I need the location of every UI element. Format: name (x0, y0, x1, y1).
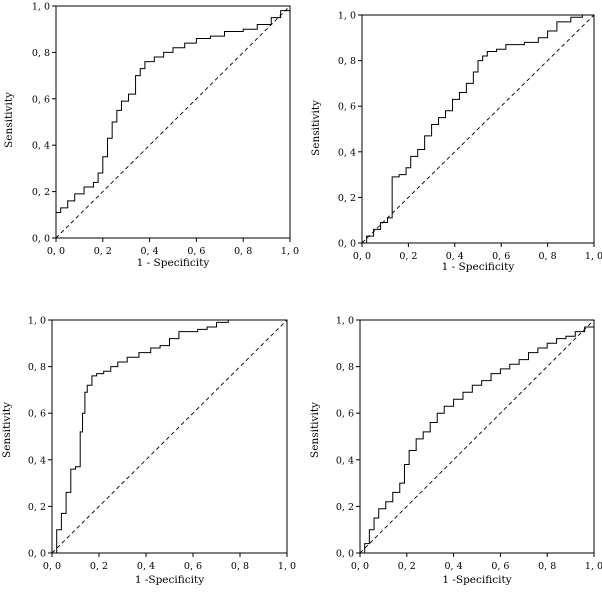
y-tick-label: 0, 8 (338, 56, 356, 67)
x-tick-label: 0, 8 (539, 251, 557, 262)
x-tick-label: 0, 4 (137, 561, 155, 572)
y-tick-label: 0, 8 (28, 362, 46, 373)
y-tick-label: 0, 0 (28, 549, 46, 560)
x-tick-label: 0, 4 (141, 246, 159, 257)
y-tick-label: 0, 4 (32, 141, 50, 152)
y-axis-label: Sensitivity (310, 100, 322, 156)
x-tick-label: 1, 0 (278, 561, 296, 572)
roc-chart-2: 0, 0 0, 2 0, 4 0, 6 0, 8 1, 0 0, 0 0, 2 0, 4 0, 6… (310, 11, 602, 274)
y-tick-label: 0, 6 (32, 94, 50, 105)
plot-frame (51, 319, 288, 554)
x-tick-label: 0, 6 (492, 251, 510, 262)
y-tick-label: 0, 8 (32, 48, 50, 59)
x-axis-label: 1 -Specificity (442, 574, 511, 586)
x-tick-label: 0, 0 (47, 246, 65, 257)
reference-diagonal-line (51, 319, 288, 554)
y-tick-label: 0, 4 (336, 455, 354, 466)
x-axis-label: 1 - Specificity (137, 257, 210, 269)
y-axis-label: Sensitivity (1, 402, 13, 458)
x-axis-label: 1 - Specificity (442, 261, 515, 273)
y-tick-label: 0, 4 (28, 455, 46, 466)
x-tick-label: 0, 8 (538, 561, 556, 572)
x-tick-label: 0, 8 (234, 246, 252, 257)
x-tick-label: 0, 2 (90, 561, 108, 572)
x-tick-label: 0, 0 (353, 251, 371, 262)
x-axis-label: 1 -Specificity (135, 574, 204, 586)
roc-chart-3: 0, 0 0, 2 0, 4 0, 6 0, 8 1, 0 0, 0 0, 2 0, 4 0, 6… (1, 316, 296, 587)
y-tick-label: 0, 4 (338, 147, 356, 158)
y-tick-label: 1, 0 (336, 316, 354, 327)
x-tick-label: 1, 0 (281, 246, 299, 257)
x-tick-label: 0, 6 (491, 561, 509, 572)
roc-curve (56, 6, 291, 213)
x-tick-label: 0, 0 (43, 561, 61, 572)
x-tick-label: 1, 0 (585, 561, 602, 572)
x-tick-label: 0, 8 (231, 561, 249, 572)
y-axis-label: Sensitivity (3, 92, 15, 148)
y-tick-label: 1, 0 (338, 11, 356, 22)
x-tick-label: 0, 4 (445, 561, 463, 572)
y-tick-label: 0, 2 (28, 502, 46, 513)
reference-diagonal-line (359, 319, 595, 554)
x-tick-label: 0, 6 (184, 561, 202, 572)
plot-frame (55, 5, 291, 239)
y-tick-label: 1, 0 (28, 316, 46, 327)
y-tick-label: 0, 2 (32, 187, 50, 198)
roc-chart-1: 0, 0 0, 2 0, 4 0, 6 0, 8 1, 0 0, 0 0, 2 0, 4 0, 6… (3, 2, 299, 270)
y-tick-label: 0, 2 (338, 193, 356, 204)
y-tick-label: 0, 6 (338, 102, 356, 113)
y-tick-label: 0, 2 (336, 502, 354, 513)
roc-curve (52, 319, 287, 554)
x-tick-label: 0, 2 (399, 251, 417, 262)
y-tick-label: 0, 8 (336, 362, 354, 373)
y-tick-label: 0, 6 (28, 409, 46, 420)
reference-diagonal-line (361, 14, 595, 244)
x-tick-label: 0, 4 (446, 251, 464, 262)
y-axis-label: Sensitivity (309, 402, 321, 458)
roc-curve (360, 320, 595, 554)
x-tick-label: 0, 2 (398, 561, 416, 572)
x-tick-label: 0, 2 (94, 246, 112, 257)
y-tick-label: 0, 0 (336, 549, 354, 560)
x-tick-label: 0, 6 (187, 246, 205, 257)
y-tick-label: 0, 6 (336, 409, 354, 420)
y-tick-label: 1, 0 (32, 2, 50, 13)
reference-diagonal-line (55, 5, 291, 239)
roc-chart-4: 0, 0 0, 2 0, 4 0, 6 0, 8 1, 0 0, 0 0, 2 0, 4 0, 6… (309, 316, 602, 587)
plot-frame (361, 14, 595, 244)
x-tick-label: 0, 0 (351, 561, 369, 572)
y-tick-label: 0, 0 (32, 234, 50, 245)
x-tick-label: 1, 0 (585, 251, 602, 262)
y-tick-label: 0, 0 (338, 239, 356, 250)
plot-frame (359, 319, 595, 554)
